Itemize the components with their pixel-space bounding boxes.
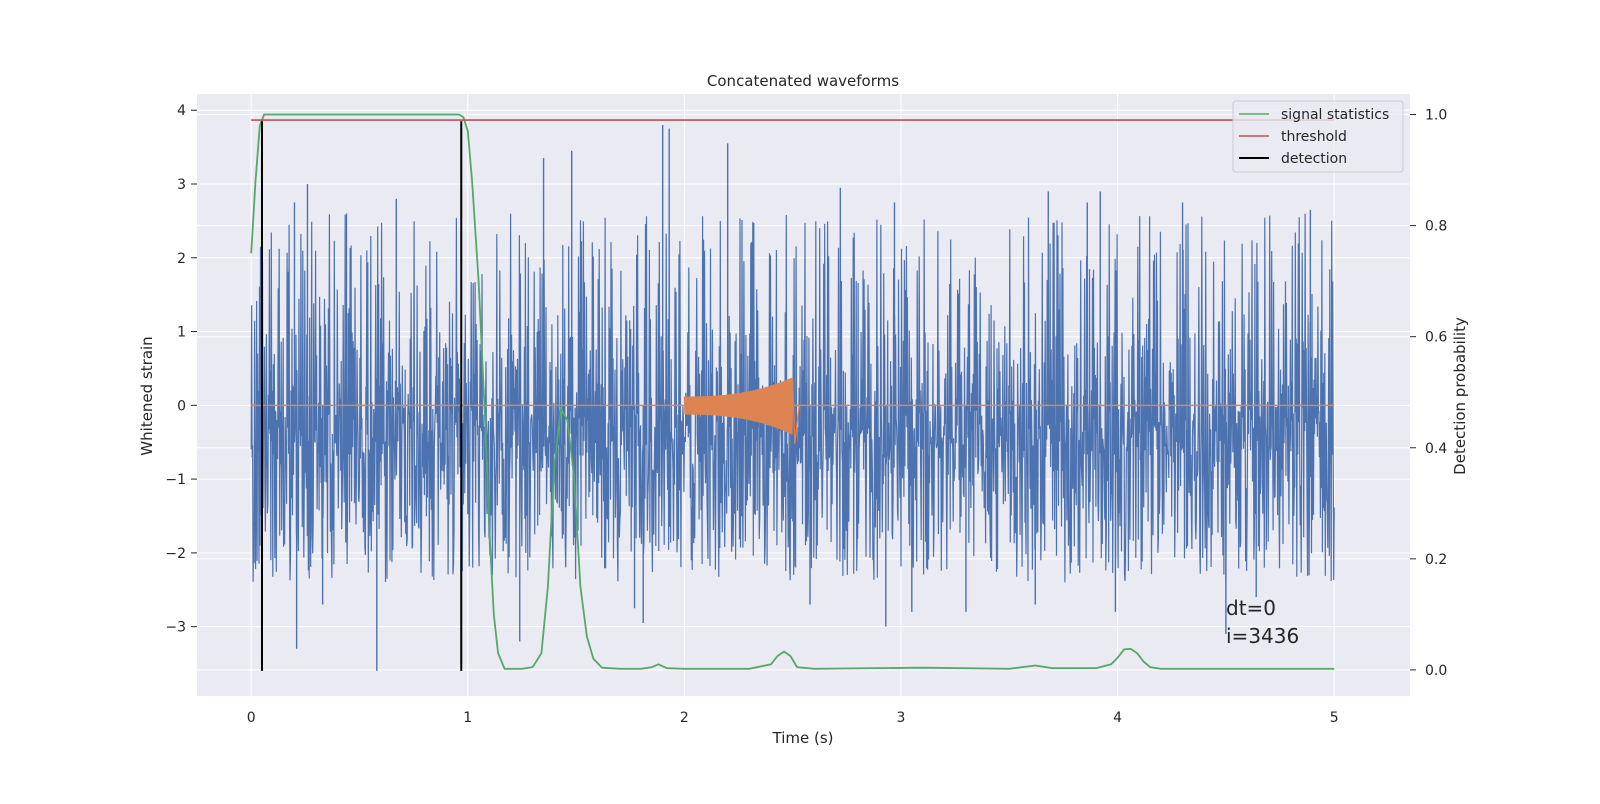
annotation-index: i=3436 [1226,624,1299,648]
chart-title: Concatenated waveforms [707,72,899,90]
signal-statistics-line [250,113,1335,670]
x-tick-label: 2 [680,710,689,726]
y2-tick-label: 0.6 [1425,330,1447,346]
y-axis-label: Whitened strain [138,336,156,455]
x-tick-label: 4 [1113,710,1122,726]
legend-label-threshold: threshold [1281,129,1347,145]
x-tick-label: 0 [247,710,256,726]
y-tick-label: 4 [177,103,186,119]
y2-tick-label: 0.0 [1425,663,1447,679]
y-tick-label: −2 [165,546,186,562]
y2-tick-label: 0.8 [1425,219,1447,235]
y2-tick-label: 0.2 [1425,552,1447,568]
y-tick-label: 1 [177,325,186,341]
waveform-series [251,377,1335,444]
x-tick-label: 3 [897,710,906,726]
legend-box [1232,100,1404,173]
legend-label-detection: detection [1281,151,1347,167]
y2-tick-label: 1.0 [1425,108,1447,124]
x-axis-label: Time (s) [772,729,834,747]
strain-series [250,124,1335,671]
x-tick-label: 1 [463,710,472,726]
legend: signal statistics threshold detection [1232,100,1404,173]
waveform-line [683,377,800,444]
legend-label-signal-statistics: signal statistics [1281,107,1389,123]
x-tick-label: 5 [1330,710,1339,726]
probability-series [250,113,1335,671]
y2-axis-label: Detection probability [1451,317,1469,475]
y-tick-label: 3 [177,177,186,193]
strain-line [250,213,1335,583]
tick-labels: 0 1 2 3 4 5 −3 −2 −1 0 1 2 3 4 0.0 0.2 0.4 0.6 0.8 1.0 [165,103,1447,726]
y-tick-label: −3 [165,620,186,636]
y-tick-label: 0 [177,398,186,414]
y-tick-label: 2 [177,251,186,267]
y-tick-label: −1 [165,472,186,488]
annotation-dt: dt=0 [1226,596,1276,620]
y2-tick-label: 0.4 [1425,441,1447,457]
